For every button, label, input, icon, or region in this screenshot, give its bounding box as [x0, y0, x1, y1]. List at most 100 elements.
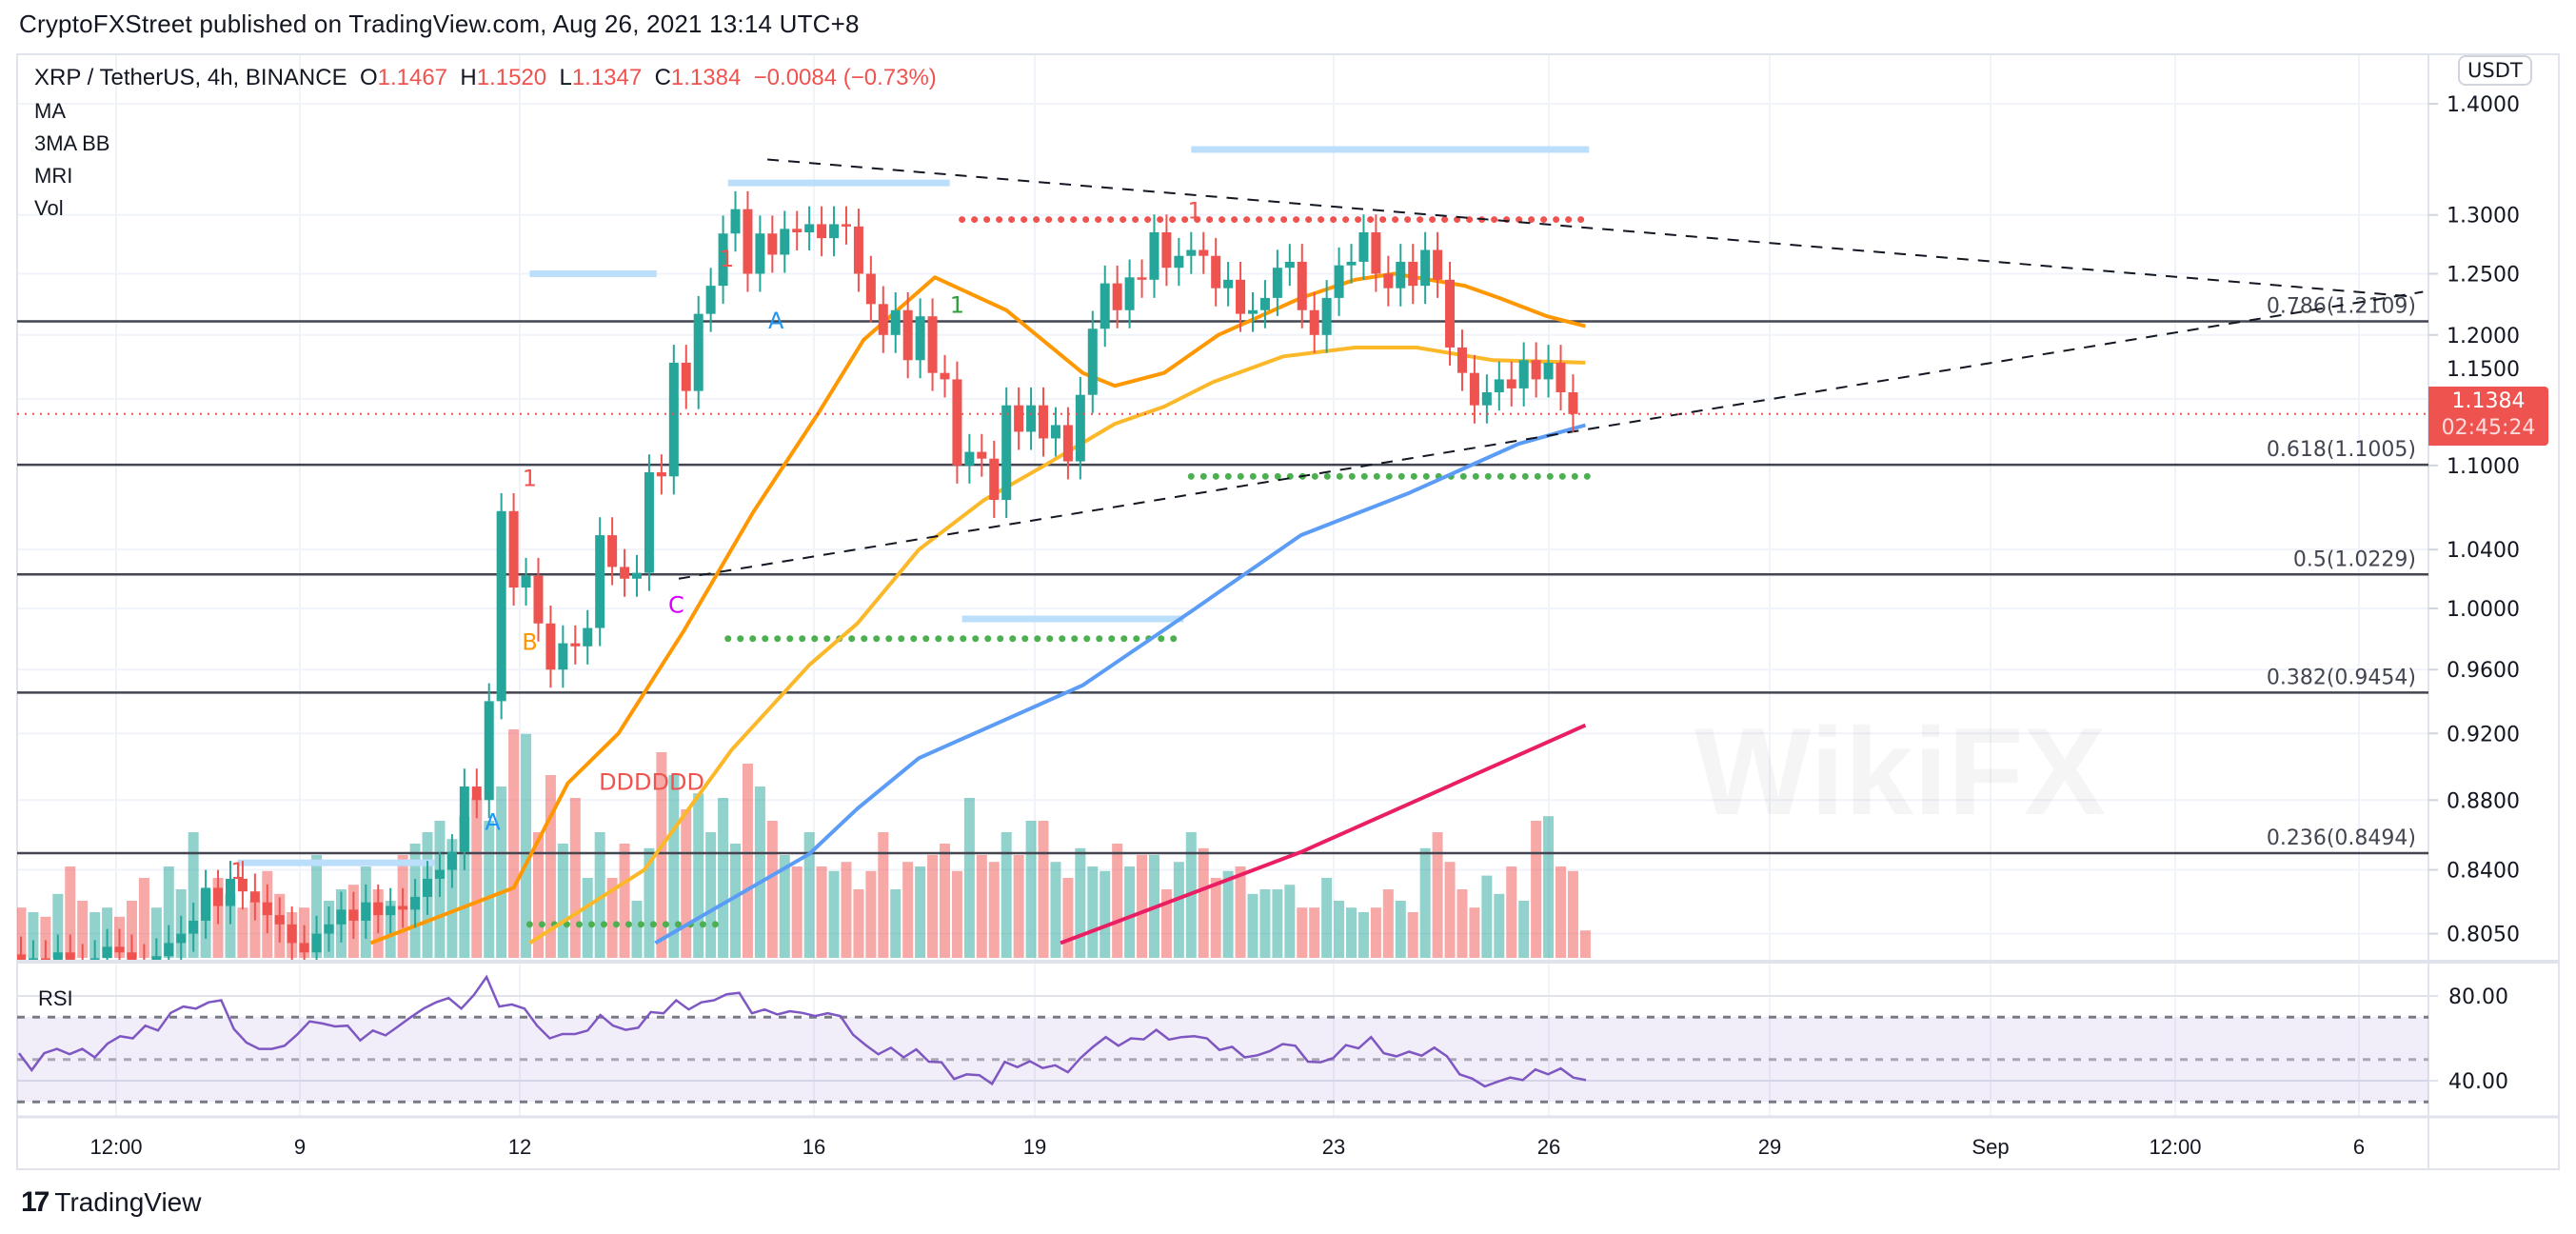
- signal-marker: 1: [230, 858, 245, 885]
- candle-body: [1199, 249, 1209, 256]
- indicator-mri[interactable]: MRI: [34, 164, 73, 188]
- candle-body: [188, 920, 199, 934]
- time-tick-label: 12:00: [2149, 1135, 2201, 1159]
- volume-bar: [557, 844, 568, 958]
- symbol-legend[interactable]: XRP / TetherUS, 4h, BINANCE O1.1467 H1.1…: [34, 65, 937, 91]
- candle-body: [225, 878, 235, 906]
- time-tick-label: 23: [1322, 1135, 1345, 1159]
- candle-body: [545, 623, 556, 670]
- candle-body: [890, 309, 901, 335]
- volume-bar: [1284, 885, 1296, 958]
- rsi-tick-80: 80.00: [2448, 985, 2508, 1009]
- candle-body: [348, 909, 359, 921]
- candle-body: [1112, 283, 1122, 310]
- candle-body: [1383, 273, 1394, 289]
- volume-bar: [1309, 907, 1320, 958]
- volume-bar: [1556, 866, 1566, 958]
- candle-body: [1297, 261, 1307, 310]
- currency-button[interactable]: USDT: [2458, 55, 2532, 86]
- candle-body: [1087, 328, 1098, 395]
- candle-body: [65, 952, 75, 960]
- price-tick-label: 1.1000: [2447, 455, 2520, 479]
- bar-countdown: 02:45:24: [2441, 416, 2536, 440]
- candle-body: [1543, 362, 1554, 380]
- volume-bar: [225, 893, 236, 958]
- volume-bar: [1259, 889, 1271, 958]
- candle-body: [607, 535, 618, 567]
- fib-level-label: 0.382(0.9454): [2267, 666, 2416, 689]
- price-tick-label: 0.8050: [2447, 924, 2520, 947]
- volume-bar: [1444, 862, 1456, 958]
- candle-body: [595, 535, 605, 628]
- candle-body: [386, 906, 396, 916]
- volume-bar: [742, 764, 753, 958]
- volume-bar: [521, 733, 532, 958]
- candle-body: [558, 643, 568, 670]
- price-tick-label: 1.0000: [2447, 598, 2520, 622]
- candle-body: [1284, 261, 1295, 269]
- candle-body: [1346, 261, 1357, 266]
- candle-body: [201, 887, 211, 921]
- close-label: C: [654, 65, 671, 90]
- fib-level-label: 0.5(1.0229): [2293, 547, 2416, 571]
- volume-bar: [1075, 847, 1086, 958]
- high-label: H: [460, 65, 477, 90]
- volume-bar: [89, 912, 101, 958]
- price-axis[interactable]: 1.4000 1.3000 1.2500 1.2000 1.1500 1.1000 1.04…: [2428, 93, 2520, 947]
- volume-bar: [446, 839, 458, 958]
- candle-body: [1062, 425, 1073, 462]
- indicator-vol[interactable]: Vol: [34, 196, 64, 220]
- volume-bar: [17, 907, 27, 958]
- volume-bar: [865, 870, 877, 958]
- price-tick-label: 1.3000: [2447, 205, 2520, 229]
- indicator-3ma-bb[interactable]: 3MA BB: [34, 131, 110, 155]
- volume-bar: [668, 775, 680, 958]
- symbol-name: XRP / TetherUS, 4h, BINANCE: [34, 65, 347, 90]
- candle-body: [299, 943, 309, 953]
- price-tick-label: 1.2000: [2447, 325, 2520, 348]
- volume-bar: [582, 878, 593, 958]
- price-tick-label: 1.0400: [2447, 539, 2520, 563]
- time-axis[interactable]: 12:00 9 12 16 19 23 26 29 Sep 12:00 6: [89, 1135, 2365, 1159]
- candle-body: [755, 233, 765, 274]
- candle-body: [1259, 297, 1270, 310]
- candle-body: [1174, 255, 1184, 269]
- volume-bar: [878, 832, 889, 958]
- fib-retracement[interactable]: 0.786(1.2109) 0.618(1.1005) 0.5(1.0229) 0.3…: [17, 295, 2428, 855]
- candle-body: [17, 954, 26, 960]
- volume-bar: [150, 907, 162, 958]
- rsi-tick-40: 40.00: [2448, 1070, 2508, 1094]
- price-tick-label: 0.8400: [2447, 860, 2520, 884]
- candle-body: [780, 229, 790, 255]
- volume-bar: [594, 832, 605, 958]
- volume-bar: [656, 752, 667, 958]
- candle-body: [853, 226, 863, 274]
- volume-bar: [606, 878, 618, 958]
- candle-body: [484, 701, 494, 801]
- high-value: 1.1520: [476, 65, 547, 90]
- signal-marker: 1: [720, 246, 734, 272]
- candle-body: [1321, 297, 1332, 335]
- volume-bar: [1272, 889, 1283, 958]
- signal-marker: C: [668, 592, 684, 619]
- candle-body: [1137, 277, 1147, 280]
- indicator-ma[interactable]: MA: [34, 99, 66, 123]
- candle-body: [1469, 372, 1479, 406]
- volume-bar: [28, 912, 39, 958]
- price-tick-label: 0.9600: [2447, 659, 2520, 683]
- trendlines[interactable]: [678, 158, 2424, 580]
- volume-bar: [681, 809, 692, 958]
- candle-body: [114, 946, 125, 953]
- time-tick-label: 26: [1537, 1135, 1560, 1159]
- time-tick-label: 16: [803, 1135, 825, 1159]
- volume-bar: [1321, 878, 1333, 958]
- candle-body: [915, 316, 925, 361]
- candle-body: [1396, 261, 1406, 289]
- volume-bar: [1395, 901, 1406, 958]
- volume-bar: [1198, 847, 1209, 958]
- tradingview-footer[interactable]: 17 TradingView: [21, 1186, 201, 1219]
- volume-bar: [619, 844, 630, 958]
- volume-bar: [779, 855, 790, 958]
- candle-body: [964, 451, 975, 466]
